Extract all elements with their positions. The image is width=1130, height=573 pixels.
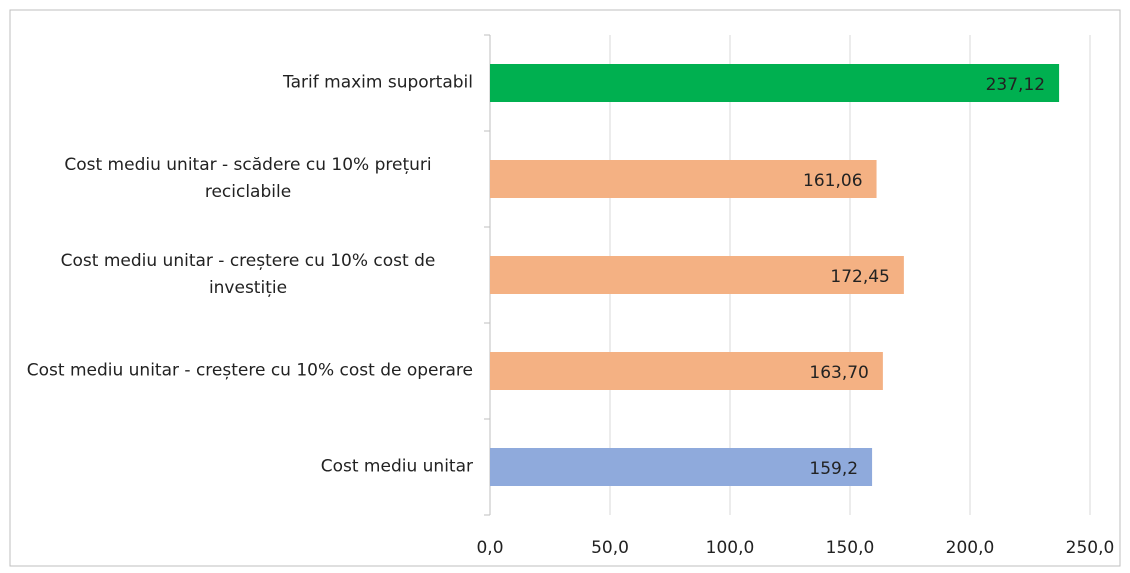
category-label: Cost mediu unitar <box>320 456 473 477</box>
category-label: Cost mediu unitar - creștere cu 10% cost… <box>60 251 436 298</box>
category-label: Cost mediu unitar - scădere cu 10% prețu… <box>64 155 432 202</box>
category-label: Cost mediu unitar - creștere cu 10% cost… <box>26 360 473 381</box>
bar <box>490 448 873 486</box>
bar <box>490 256 904 294</box>
x-tick-label: 50,0 <box>591 538 629 558</box>
x-tick-label: 100,0 <box>706 538 755 558</box>
x-tick-label: 250,0 <box>1066 538 1115 558</box>
data-label: 172,45 <box>830 267 889 287</box>
x-tick-label: 150,0 <box>826 538 875 558</box>
bar <box>490 352 883 390</box>
bar <box>490 160 877 198</box>
category-label: Tarif maxim suportabil <box>283 72 473 93</box>
bar <box>490 64 1060 102</box>
data-label: 161,06 <box>803 171 862 191</box>
x-tick-label: 200,0 <box>946 538 995 558</box>
data-label: 163,70 <box>809 363 868 383</box>
x-tick-label: 0,0 <box>476 538 503 558</box>
data-label: 159,2 <box>809 459 858 479</box>
data-label: 237,12 <box>986 75 1045 95</box>
